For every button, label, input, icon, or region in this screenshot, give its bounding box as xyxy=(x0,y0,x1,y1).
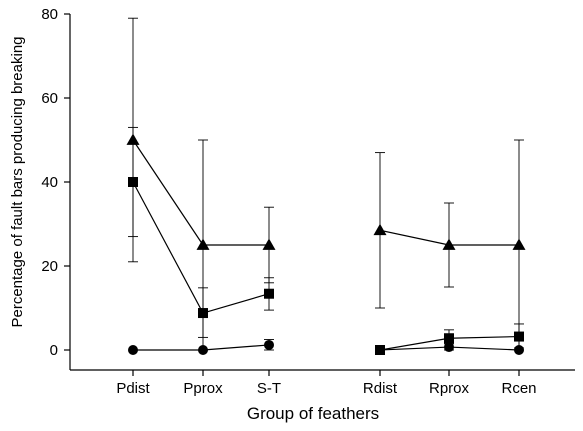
triangle-marker xyxy=(196,238,210,250)
square-marker xyxy=(198,308,208,319)
square-marker xyxy=(128,177,138,187)
series-markers xyxy=(126,133,526,355)
triangle-marker xyxy=(512,238,526,250)
circle-marker xyxy=(198,345,208,355)
y-tick-label: 20 xyxy=(41,258,58,275)
triangle-marker xyxy=(442,238,456,250)
circle-marker xyxy=(264,339,274,350)
y-tick-label: 80 xyxy=(41,6,58,23)
series-line xyxy=(132,139,269,246)
x-tick-label: S-T xyxy=(257,380,281,397)
x-tick-label: Pprox xyxy=(183,380,223,397)
triangle-marker xyxy=(373,223,387,236)
error-bars xyxy=(128,17,524,351)
axes: 0 20 40 60 80 Pdist Pprox S-T Rdist Rprox Rcen xyxy=(41,6,575,397)
series-lines xyxy=(132,139,520,351)
x-tick-label: Rcen xyxy=(501,380,536,397)
y-axis-title: Percentage of fault bars producing break… xyxy=(9,36,26,327)
y-tick-label: 40 xyxy=(41,174,58,191)
triangle-marker xyxy=(262,238,276,250)
circle-marker xyxy=(375,345,385,355)
y-tick-label: 60 xyxy=(41,90,58,107)
square-marker xyxy=(264,288,274,299)
square-marker xyxy=(514,331,524,342)
square-marker xyxy=(444,333,454,344)
circle-marker xyxy=(128,345,138,355)
y-tick-label: 0 xyxy=(50,342,58,359)
triangle-marker xyxy=(126,133,140,145)
x-tick-label: Pdist xyxy=(116,380,150,397)
x-tick-label: Rprox xyxy=(429,380,470,397)
x-axis-title: Group of feathers xyxy=(247,404,379,423)
circle-marker xyxy=(444,342,454,353)
x-tick-label: Rdist xyxy=(363,380,398,397)
circle-marker xyxy=(514,345,524,355)
